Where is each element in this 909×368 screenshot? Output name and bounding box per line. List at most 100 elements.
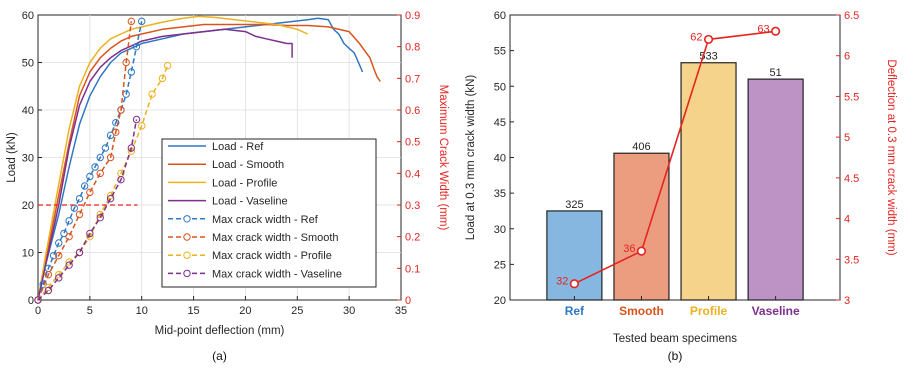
deflection-value-label: 62: [690, 31, 702, 43]
panel-b-y-tick-label: 35: [494, 188, 506, 200]
panel-a-x-ticks: 0 5 10 15 20 25 30 35: [35, 296, 407, 317]
bar-value-label: 325: [565, 199, 583, 211]
legend-label-0: Load - Ref: [212, 141, 264, 153]
series-line-4: [37, 21, 143, 301]
series-marker-7: [34, 296, 42, 304]
deflection-marker: [703, 34, 714, 45]
series-marker-4: [127, 68, 136, 76]
panel-b-y-tick-label: 60: [494, 10, 506, 22]
series-marker-5: [75, 210, 84, 219]
series-marker-6: [163, 61, 172, 70]
series-marker-4: [75, 194, 84, 203]
panel-b-y2-axis-label: Deflection at 0.3 mm crack width (mm): [885, 59, 897, 255]
legend-label-5: Max crack width - Smooth: [212, 232, 339, 244]
bar-smooth: [613, 152, 670, 301]
series-marker-4: [49, 251, 58, 260]
series-marker-4: [80, 182, 89, 190]
panel-a-y2-tick-label: 0.8: [405, 42, 420, 54]
panel-b-y2-tick-label: 5: [844, 132, 850, 144]
legend-label-1: Load - Smooth: [212, 159, 284, 171]
series-marker-4: [101, 144, 110, 152]
series-marker-7: [44, 286, 53, 295]
series-marker-7: [106, 194, 115, 203]
panel-a-y2-tick-label: 0.5: [405, 137, 420, 149]
panel-b-y-ticks: 20 25 30 35 40 45 50 55 60: [494, 10, 514, 307]
panel-a-y-tick-label: 60: [22, 10, 34, 22]
panel-a-x-tick-label: 15: [187, 305, 199, 317]
panel-a-y2-tick-label: 0.7: [405, 73, 420, 85]
panel-b-y-tick-label: 25: [494, 259, 506, 271]
deflection-marker: [636, 246, 647, 256]
legend-label-4: Max crack width - Ref: [212, 214, 319, 226]
bar-vaseline: [747, 78, 804, 301]
deflection-value-label: 36: [623, 243, 635, 255]
legend-marker-6: [183, 251, 191, 259]
category-label-smooth: Smooth: [619, 304, 664, 318]
panel-a-y2-tick-label: 0.6: [405, 105, 420, 117]
panel-a-x-tick-label: 5: [87, 305, 93, 317]
panel-b-y-tick-label: 45: [494, 117, 506, 129]
series-marker-5: [117, 106, 125, 114]
panel-a-y-tick-label: 10: [22, 248, 34, 260]
panel-a-label: (a): [212, 349, 227, 363]
panel-a-y2-tick-label: 0.9: [405, 10, 420, 22]
panel-a-y2-tick-label: 0.4: [405, 168, 420, 180]
category-label-profile: Profile: [690, 304, 728, 318]
panel-b-label: (b): [668, 349, 683, 363]
panel-a-y-tick-label: 20: [22, 200, 34, 212]
panel-a-legend: Load - Ref Load - Smooth Load - Profile Loa…: [161, 138, 377, 288]
series-marker-4: [55, 239, 63, 247]
panel-a-y2-tick-label: 0.3: [405, 200, 420, 212]
panel-a-y-tick-label: 0: [28, 295, 34, 307]
series-marker-5: [44, 270, 53, 279]
series-marker-7: [86, 229, 94, 238]
series-line-2: [37, 15, 309, 301]
series-marker-5: [65, 232, 73, 241]
panel-b-y2-tick-label: 4: [844, 214, 850, 226]
series-line-5: [37, 21, 133, 301]
series-marker-4: [112, 118, 120, 127]
panel-b-y2-tick-label: 4.5: [844, 173, 859, 185]
series-marker-7: [75, 248, 84, 257]
series-marker-4: [132, 42, 141, 51]
series-line-3: [37, 28, 293, 301]
panel-a-x-tick-label: 30: [343, 305, 355, 317]
panel-a-x-tick-label: 35: [395, 305, 407, 317]
panel-a-x-tick-label: 25: [291, 305, 303, 317]
series-marker-4: [138, 17, 146, 26]
series-marker-4: [39, 280, 47, 288]
series-marker-5: [122, 58, 130, 67]
series-marker-7: [127, 144, 136, 152]
bar-value-label: 406: [632, 141, 650, 153]
panel-b-deflection-line: 32 36 62 63: [556, 23, 781, 289]
series-line-7: [37, 119, 138, 301]
series-marker-7: [132, 115, 141, 124]
series-marker-4: [86, 172, 94, 181]
panel-b-y-tick-label: 20: [494, 295, 506, 307]
series-marker-5: [127, 17, 136, 26]
panel-a-x-axis-label: Mid-point deflection (mm): [155, 325, 285, 337]
series-line-6: [37, 65, 169, 301]
series-marker-7: [96, 213, 104, 222]
series-marker-6: [148, 90, 156, 98]
panel-b-y-tick-label: 50: [494, 81, 506, 93]
bar-value-label: 51: [769, 67, 781, 79]
series-marker-5: [96, 169, 104, 178]
panel-a-x-tick-label: 0: [35, 305, 41, 317]
panel-a-y2-tick-label: 0.1: [405, 263, 420, 275]
panel-a-y-axis-label: Load (kN): [6, 132, 18, 183]
series-marker-4: [65, 217, 73, 225]
legend-label-7: Max crack width - Vaseline: [212, 268, 342, 280]
panel-b-chart: 20 25 30 35 40 45 50 55 60 3 3.5 4 4.5 5 5.5 6 6.5 325 4…: [465, 10, 897, 363]
series-marker-7: [65, 261, 73, 269]
deflection-value-label: 32: [556, 276, 568, 288]
series-marker-5: [86, 188, 94, 197]
panel-b-y-tick-label: 30: [494, 224, 506, 236]
panel-b-y2-tick-label: 6: [844, 51, 850, 63]
series-marker-4: [60, 229, 68, 238]
panel-a-y2-axis-label: Maximum Crack Width (mm): [437, 85, 449, 231]
series-marker-4: [96, 153, 104, 162]
series-marker-5: [55, 251, 63, 260]
deflection-line: [574, 30, 776, 285]
